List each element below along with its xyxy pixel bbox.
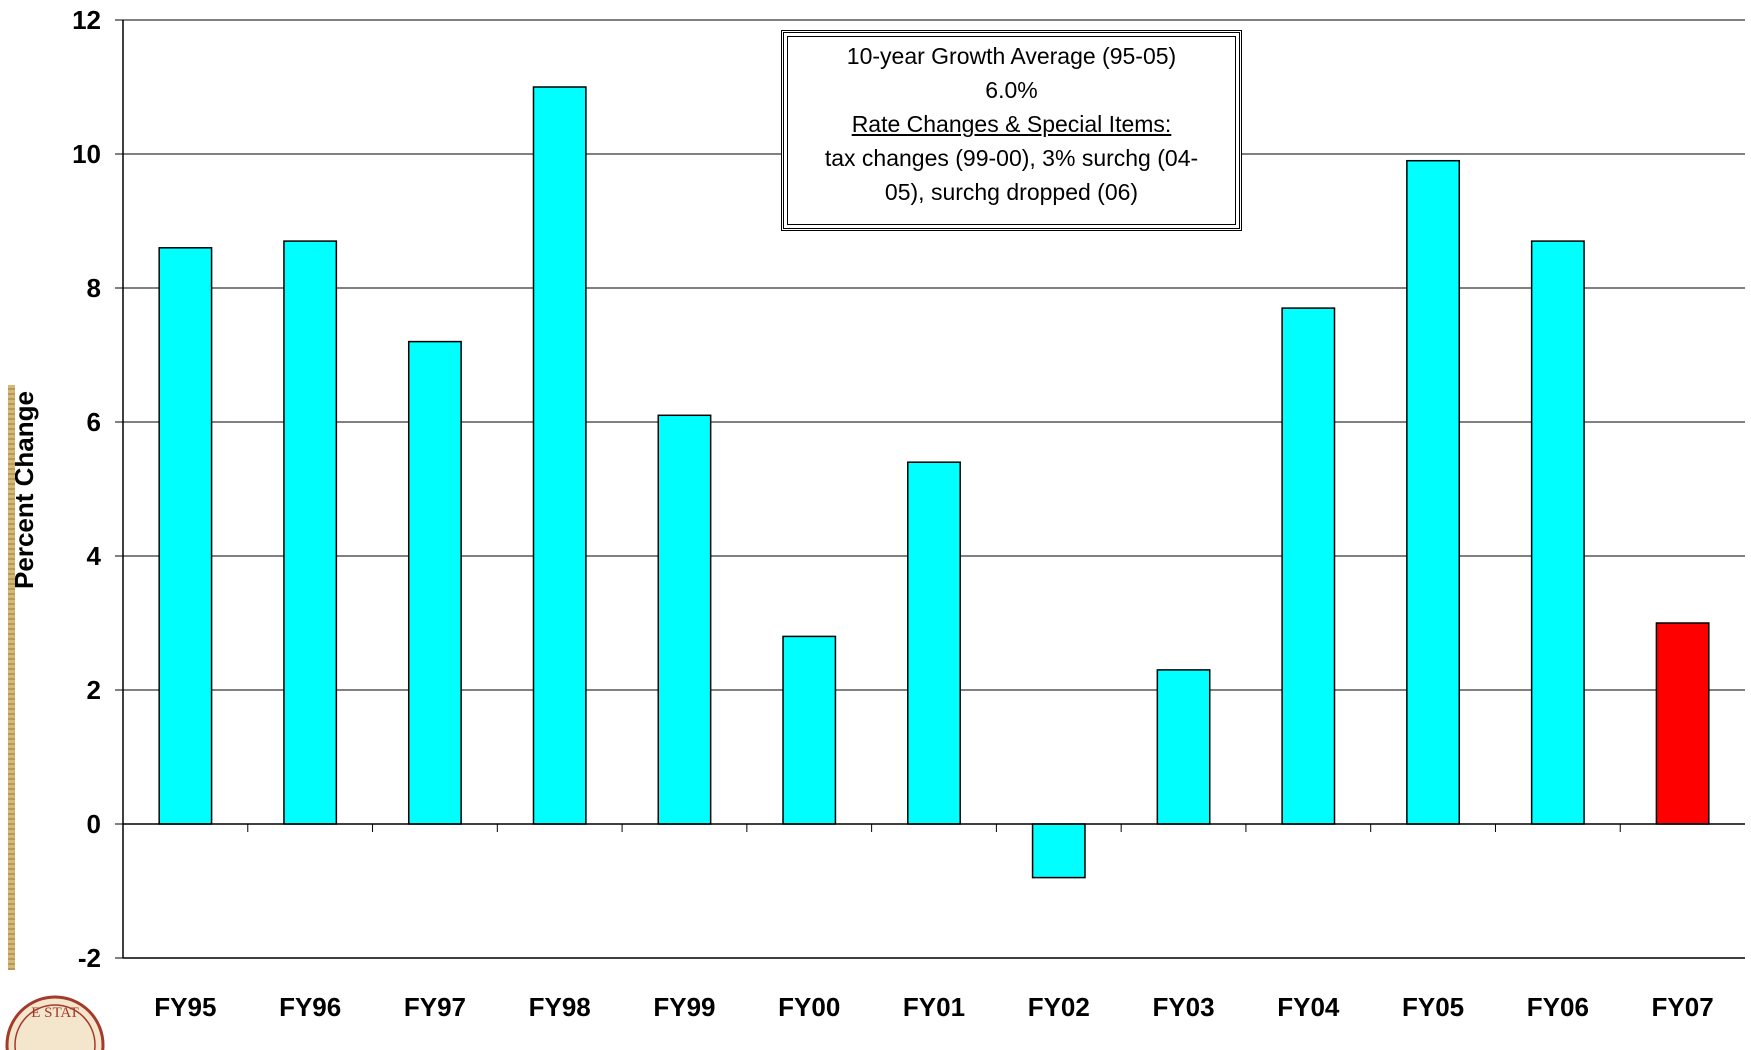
y-tick-label: 8: [87, 273, 101, 303]
bar-fy03: [1156, 669, 1211, 825]
bar-fy96: [283, 240, 338, 825]
x-tick-label: FY98: [529, 992, 591, 1022]
annotation-line-3: Rate Changes & Special Items:: [851, 111, 1172, 137]
annotation-box: 10-year Growth Average (95-05) 6.0% Rate…: [781, 30, 1242, 231]
y-tick-label: 6: [87, 407, 101, 437]
bar-fy97: [407, 340, 462, 825]
y-tick-label: 2: [87, 675, 101, 705]
x-axis-tick-labels: FY95 FY96 FY97 FY98 FY99 FY00 FY01 FY02 FY03 FY04…: [154, 992, 1713, 1022]
y-tick-label: -2: [78, 943, 101, 973]
y-tick-label: 12: [72, 5, 101, 35]
x-tick-label: FY06: [1527, 992, 1589, 1022]
x-tick-label: FY01: [903, 992, 965, 1022]
bar-fy06: [1530, 240, 1585, 825]
x-tick-label: FY04: [1277, 992, 1340, 1022]
seal-stripe-decoration: [8, 385, 15, 970]
x-tick-label: FY99: [653, 992, 715, 1022]
annotation-line-4: tax changes (99-00), 3% surchg (04-: [824, 145, 1199, 171]
axes: [122, 20, 1745, 959]
x-tick-label: FY07: [1652, 992, 1714, 1022]
state-seal-logo: E STAT: [0, 990, 110, 1050]
y-tick-label: 4: [87, 541, 102, 571]
y-axis-ticks: -2 0 2 4 6 8 10 12: [72, 5, 123, 973]
y-tick-label: 10: [72, 139, 101, 169]
x-tick-label: FY96: [279, 992, 341, 1022]
svg-text:E STAT: E STAT: [31, 1005, 79, 1021]
bar-fy01: [907, 461, 961, 825]
annotation-line-1: 10-year Growth Average (95-05): [846, 43, 1177, 69]
x-tick-label: FY05: [1402, 992, 1464, 1022]
bar-fy04: [1281, 307, 1336, 825]
x-tick-label: FY03: [1152, 992, 1214, 1022]
x-tick-label: FY00: [778, 992, 840, 1022]
bars: [158, 86, 1710, 879]
bar-fy95: [158, 247, 213, 825]
y-tick-label: 0: [87, 809, 101, 839]
x-tick-label: FY02: [1028, 992, 1090, 1022]
bar-fy07: [1655, 622, 1710, 825]
bar-fy99: [657, 414, 712, 825]
x-tick-label: FY95: [154, 992, 216, 1022]
bar-fy98: [532, 86, 587, 825]
bar-fy00: [782, 635, 837, 825]
annotation-line-2: 6.0%: [985, 77, 1038, 103]
x-tick-label: FY97: [404, 992, 466, 1022]
annotation-line-5: 05), surchg dropped (06): [884, 179, 1139, 205]
bar-fy05: [1406, 159, 1461, 825]
bar-fy02: [1031, 823, 1086, 879]
